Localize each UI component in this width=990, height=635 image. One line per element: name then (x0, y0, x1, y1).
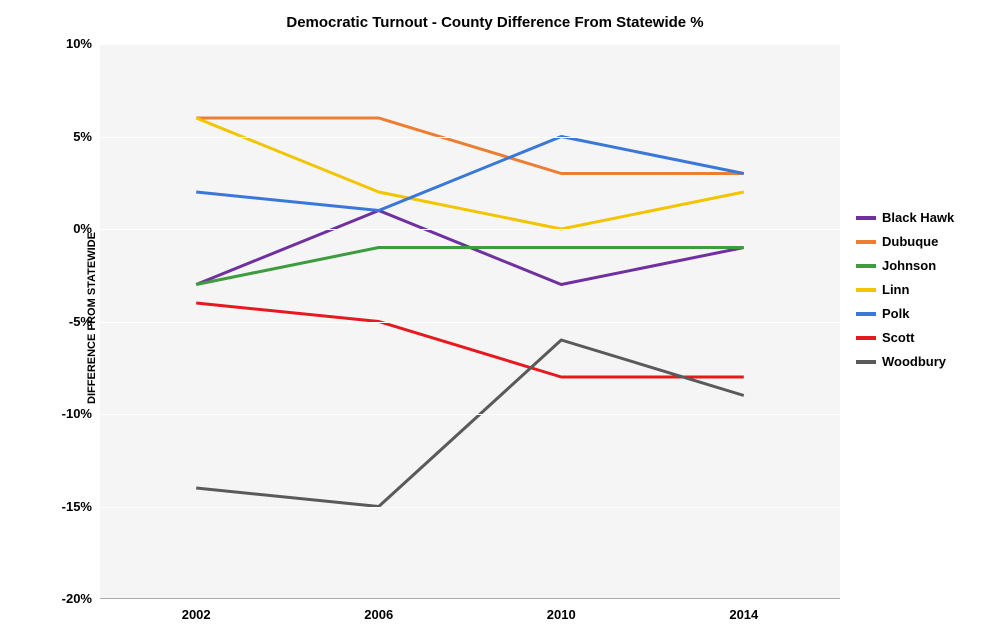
legend: Black Hawk Dubuque Johnson Linn Polk Scott Woo… (856, 210, 954, 378)
x-tick-label: 2002 (182, 607, 211, 622)
legend-label: Johnson (882, 258, 936, 273)
legend-swatch (856, 360, 876, 364)
y-tick-label: -20% (42, 591, 92, 606)
gridline (100, 507, 840, 508)
gridline (100, 44, 840, 45)
legend-swatch (856, 240, 876, 244)
legend-label: Dubuque (882, 234, 938, 249)
legend-item: Johnson (856, 258, 954, 273)
legend-label: Polk (882, 306, 909, 321)
legend-label: Linn (882, 282, 909, 297)
legend-swatch (856, 288, 876, 292)
series-line (196, 303, 744, 377)
legend-item: Dubuque (856, 234, 954, 249)
gridline (100, 322, 840, 323)
legend-item: Scott (856, 330, 954, 345)
legend-label: Scott (882, 330, 915, 345)
gridline (100, 137, 840, 138)
x-tick-label: 2010 (547, 607, 576, 622)
legend-item: Polk (856, 306, 954, 321)
chart-container: Democratic Turnout - County Difference F… (0, 0, 990, 635)
y-tick-label: -5% (42, 314, 92, 329)
gridline (100, 414, 840, 415)
x-tick-label: 2014 (729, 607, 758, 622)
y-tick-label: 10% (42, 36, 92, 51)
legend-label: Black Hawk (882, 210, 954, 225)
legend-swatch (856, 312, 876, 316)
legend-swatch (856, 264, 876, 268)
y-tick-label: -10% (42, 406, 92, 421)
legend-swatch (856, 336, 876, 340)
y-tick-label: -15% (42, 499, 92, 514)
chart-title: Democratic Turnout - County Difference F… (0, 14, 990, 31)
series-line (196, 248, 744, 285)
legend-swatch (856, 216, 876, 220)
plot-area (100, 44, 840, 599)
gridline (100, 229, 840, 230)
y-tick-label: 5% (42, 129, 92, 144)
y-tick-label: 0% (42, 221, 92, 236)
legend-item: Black Hawk (856, 210, 954, 225)
legend-label: Woodbury (882, 354, 946, 369)
legend-item: Linn (856, 282, 954, 297)
series-line (196, 118, 744, 174)
legend-item: Woodbury (856, 354, 954, 369)
series-line (196, 340, 744, 507)
x-tick-label: 2006 (364, 607, 393, 622)
gridline (100, 599, 840, 600)
